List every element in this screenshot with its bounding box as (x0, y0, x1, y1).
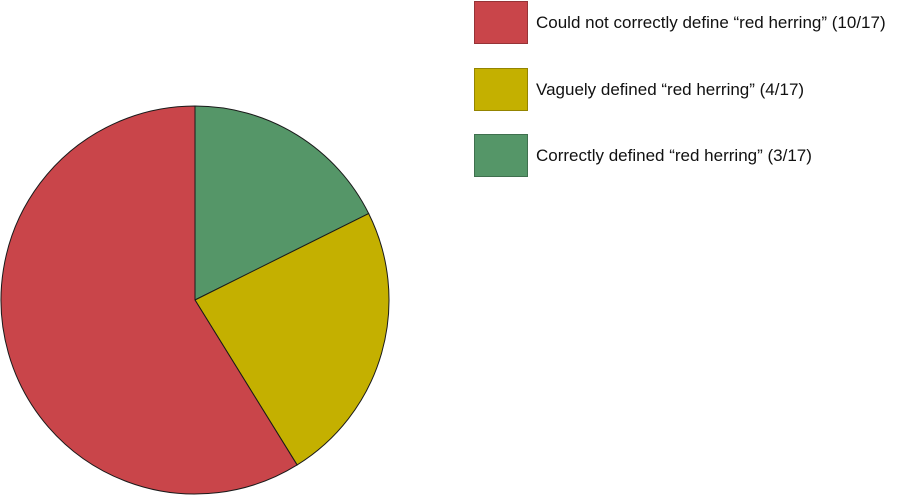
legend-label: Correctly defined “red herring” (3/17) (536, 145, 812, 165)
legend-swatch (474, 134, 528, 177)
legend-swatch (474, 68, 528, 111)
legend-swatch (474, 1, 528, 44)
pie-chart (0, 105, 390, 495)
pie-slice-0 (194, 105, 370, 301)
legend-label: Could not correctly define “red herring”… (536, 12, 886, 32)
pie-slice-1 (194, 212, 390, 466)
legend-item-vaguely-defined: Vaguely defined “red herring” (4/17) (474, 67, 804, 112)
legend-item-correctly-defined: Correctly defined “red herring” (3/17) (474, 133, 812, 178)
legend-item-could-not-define: Could not correctly define “red herring”… (474, 0, 886, 45)
legend-label: Vaguely defined “red herring” (4/17) (536, 79, 805, 99)
pie-slice-2 (0, 105, 298, 495)
